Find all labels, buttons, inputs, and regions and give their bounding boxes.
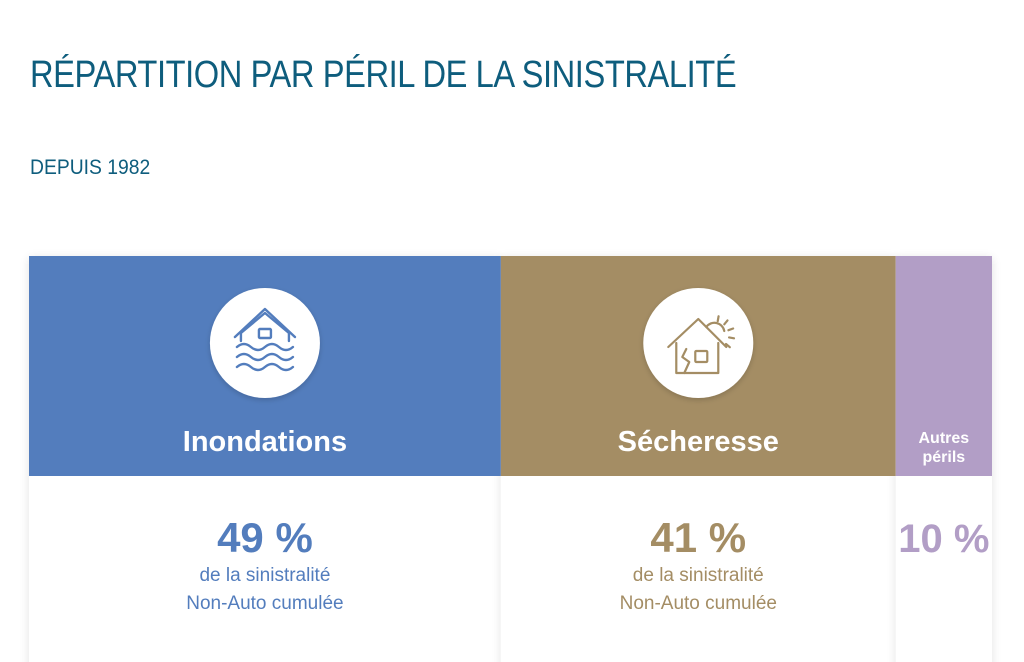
caption-secheresse-1: de la sinistralité — [633, 565, 764, 586]
cracked-house-sun-icon — [643, 288, 754, 398]
bar-autres-perils — [895, 256, 992, 476]
page-subtitle: DEPUIS 1982 — [30, 156, 151, 179]
value-label-autres-perils: 10 % — [898, 517, 989, 561]
value-label-secheresse: 41 % — [650, 514, 746, 561]
bar-label-inondations: Inondations — [183, 426, 347, 458]
bar-label-autres-perils: Autres périls — [919, 430, 970, 466]
caption-inondations-2: Non-Auto cumulée — [186, 593, 343, 614]
value-label-inondations: 49 % — [217, 514, 313, 561]
caption-secheresse-2: Non-Auto cumulée — [620, 593, 777, 614]
bar-label-secheresse: Sécheresse — [618, 426, 779, 458]
page-title: RÉPARTITION PAR PÉRIL DE LA SINISTRALITÉ — [30, 54, 737, 96]
flooded-house-icon — [209, 288, 320, 398]
caption-inondations-1: de la sinistralité — [199, 565, 330, 586]
